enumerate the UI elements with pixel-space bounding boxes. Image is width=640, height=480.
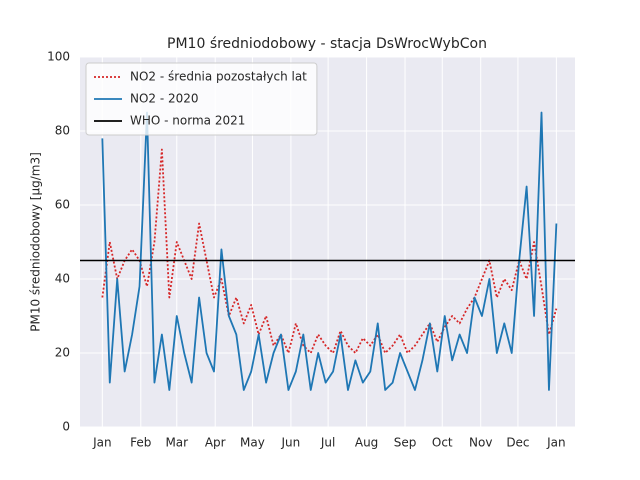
- x-tick-label: Aug: [355, 436, 378, 450]
- x-tick-label: Nov: [469, 436, 492, 450]
- chart-title: PM10 średniodobowy - stacja DsWrocWybCon: [167, 36, 487, 52]
- y-tick-label: 100: [47, 50, 70, 64]
- x-tick-label: Mar: [165, 436, 188, 450]
- series-line: [101, 148, 558, 354]
- y-tick-label: 80: [55, 124, 70, 138]
- x-tick-label: Jan: [92, 436, 112, 450]
- x-tick-label: Sep: [394, 436, 417, 450]
- y-tick-label: 20: [55, 346, 70, 360]
- x-tick-label: Feb: [130, 436, 151, 450]
- x-tick-label: Jun: [281, 436, 301, 450]
- legend-label: NO2 - średnia pozostałych lat: [130, 70, 307, 84]
- x-tick-label: Jul: [320, 436, 335, 450]
- x-tick-label: May: [240, 436, 265, 450]
- y-tick-label: 0: [62, 420, 70, 434]
- y-axis-label: PM10 średniodobowy [µg/m3]: [29, 152, 43, 332]
- legend: NO2 - średnia pozostałych lat NO2 - 2020 W…: [94, 70, 307, 128]
- y-tick-label: 40: [55, 272, 70, 286]
- y-tick-label: 60: [55, 198, 70, 212]
- series-line: [101, 111, 558, 391]
- x-tick-label: Apr: [205, 436, 226, 450]
- legend-box: [85, 62, 318, 136]
- x-tick-label: Dec: [506, 436, 529, 450]
- x-tick-label: Jan: [546, 436, 566, 450]
- legend-label: NO2 - 2020: [130, 92, 199, 106]
- x-tick-label: Oct: [432, 436, 453, 450]
- legend-label: WHO - norma 2021: [130, 114, 245, 128]
